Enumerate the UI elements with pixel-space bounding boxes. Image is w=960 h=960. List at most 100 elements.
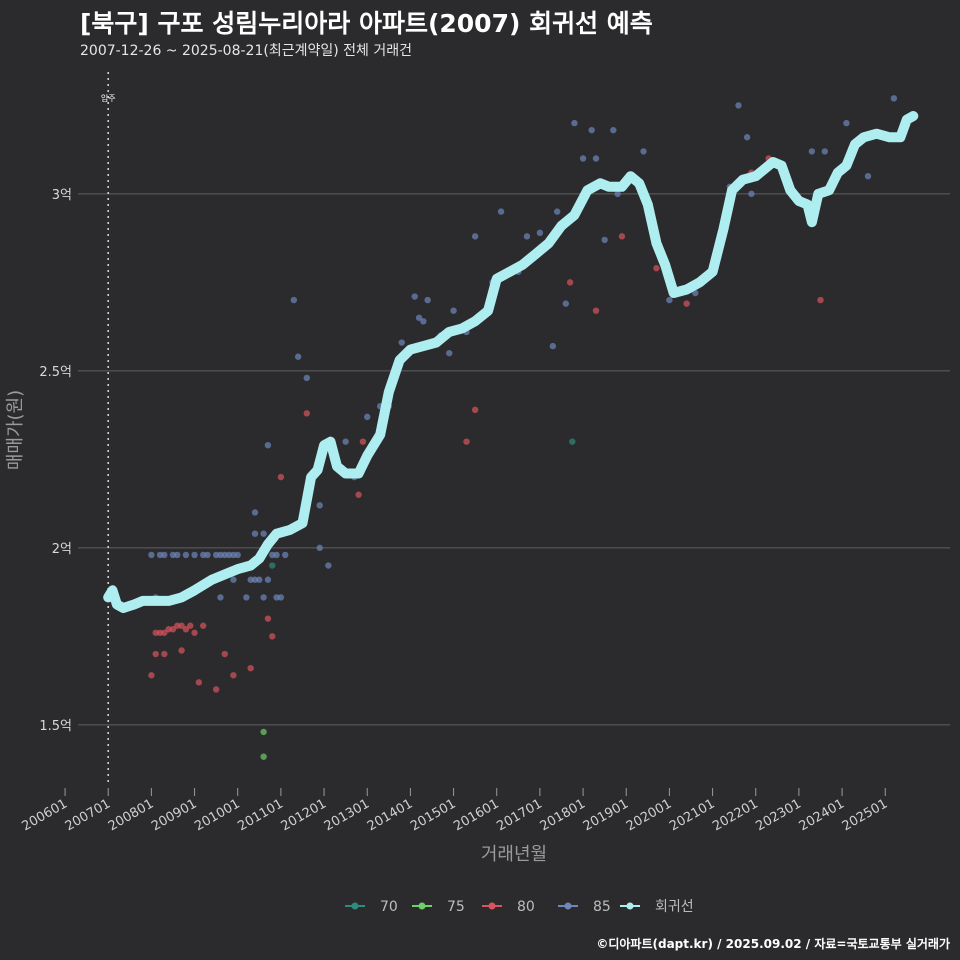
chart-title: [북구] 구포 성림누리아라 아파트(2007) 회귀선 예측 [80,9,653,38]
data-point-85 [614,190,621,198]
x-tick-label: 201701 [494,796,544,834]
x-tick-label: 202201 [710,796,760,834]
data-point-85 [735,102,742,109]
x-tick-label: 200701 [63,796,113,834]
data-point-75 [260,728,267,736]
data-point-85 [610,126,617,134]
data-point-85 [446,349,453,357]
x-tick-label: 201301 [322,796,372,834]
data-point-80 [566,279,574,286]
x-tick-label: 201201 [279,796,329,834]
data-point-85 [420,318,427,325]
data-point-85 [204,551,211,559]
data-point-80 [199,622,207,629]
legend-marker-reg [626,902,634,910]
data-point-80 [178,622,185,629]
y-tick-label: 2억 [52,542,72,557]
data-point-80 [303,410,310,417]
x-tick-label: 201601 [451,796,501,834]
data-point-85 [748,190,755,198]
data-point-85 [579,155,587,162]
legend-label-s75: 75 [447,899,465,915]
regression-line [103,111,919,613]
data-point-80 [471,406,479,414]
data-point-85 [342,438,349,445]
data-point-85 [571,119,578,127]
x-tick-label: 201801 [538,796,588,834]
data-point-80 [178,647,185,654]
data-point-85 [264,576,272,583]
data-point-80 [359,438,367,445]
x-tick-label: 201401 [365,796,415,834]
data-point-85 [277,594,285,601]
x-tick-label: 200601 [20,796,70,834]
data-point-85 [843,119,850,127]
data-point-85 [325,562,332,569]
legend-marker-s75 [418,902,426,910]
data-point-80 [212,686,220,693]
grid-layer [78,193,950,726]
data-point-80 [187,622,194,629]
legend-label-s70: 70 [380,899,398,915]
data-point-80 [277,473,285,481]
legend-marker-s70 [351,902,359,910]
data-point-85 [282,551,289,559]
data-point-85 [251,509,259,516]
data-point-85 [592,155,600,162]
data-point-80 [221,650,228,658]
data-point-80 [683,300,690,307]
legend-label-reg: 회귀선 [655,899,694,915]
y-tick-label: 3억 [52,188,72,203]
data-point-85 [234,551,241,559]
data-point-80 [230,672,237,679]
data-point-80 [169,626,177,633]
data-point-80 [817,296,824,304]
data-point-80 [355,491,362,498]
data-point-80 [182,626,190,633]
data-point-85 [303,374,310,382]
move-in-label: 입주 [101,94,116,103]
data-point-85 [808,148,816,155]
x-tick-label: 201901 [581,796,631,834]
x-tick-label: 202501 [840,796,890,834]
x-tick-label: 202301 [753,796,803,834]
x-tick-label: 200801 [106,796,156,834]
x-tick-label: 201101 [235,796,285,834]
x-tick-label: 201001 [192,796,242,834]
data-point-85 [890,95,898,102]
data-point-85 [523,233,531,240]
legend-label-s80: 80 [517,899,535,915]
data-point-80 [463,438,470,445]
data-point-85 [174,551,181,559]
data-point-75 [260,753,267,760]
data-point-80 [152,650,159,658]
legend-marker-s80 [488,902,496,910]
data-point-85 [230,576,237,583]
data-point-85 [260,594,267,601]
data-point-85 [471,233,479,240]
data-point-85 [553,208,561,215]
data-point-85 [316,544,323,552]
data-point-85 [411,293,418,300]
legend: 70 75 80 85 회귀선 [345,899,694,915]
data-point-85 [821,148,829,155]
line-layer [103,111,919,613]
data-point-80 [618,233,626,240]
axis-layer: 1.5억 2억 2.5억 3억 2006012007012008012009012010… [20,188,891,834]
data-point-85 [692,289,699,297]
data-point-85 [273,551,280,559]
chart-subtitle: 2007-12-26 ~ 2025-08-21(최근계약일) 전체 거래건 [80,43,412,59]
data-point-70 [269,562,276,569]
data-point-85 [256,576,263,583]
data-point-85 [424,296,431,304]
marker-layer: 입주 [101,72,116,785]
data-point-85 [290,296,298,304]
y-tick-label: 1.5억 [39,719,72,734]
data-point-80 [264,615,272,622]
y-tick-label: 2.5억 [39,365,72,380]
data-point-85 [588,126,595,134]
data-point-80 [161,629,168,636]
legend-marker-s85 [564,902,572,910]
data-point-85 [536,229,544,237]
